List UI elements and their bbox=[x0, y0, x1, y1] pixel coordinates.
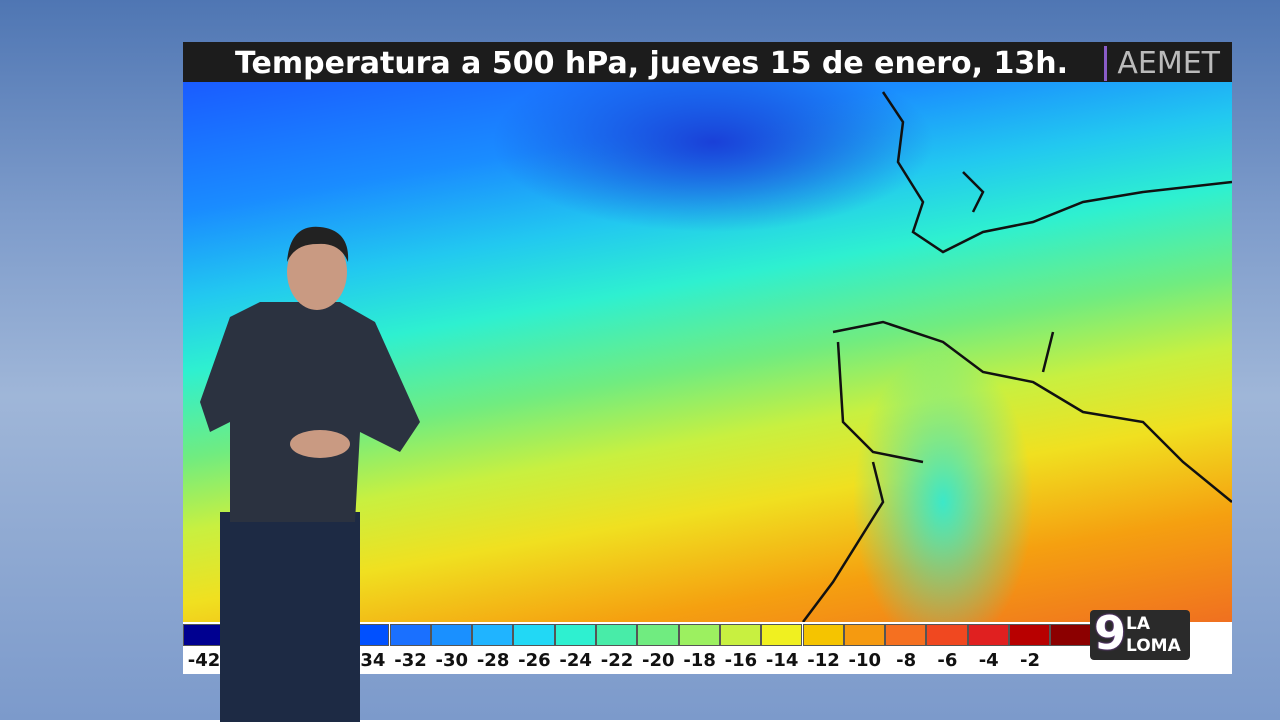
legend-label: -28 bbox=[476, 650, 510, 671]
legend-label: -12 bbox=[807, 650, 840, 671]
legend-swatch bbox=[513, 624, 555, 646]
coastlines bbox=[802, 91, 1232, 622]
source: AEMET bbox=[1104, 46, 1220, 81]
legend-swatch bbox=[719, 624, 762, 646]
legend-swatch bbox=[843, 624, 886, 646]
legend-swatch bbox=[1009, 624, 1051, 646]
logo-text: LA bbox=[1126, 614, 1150, 634]
title: Temperatura a 500 hPa, jueves 15 de ener… bbox=[235, 46, 1068, 81]
legend-label: -32 bbox=[394, 650, 427, 671]
logo-number: 9 bbox=[1094, 606, 1127, 660]
legend-label: -8 bbox=[896, 650, 917, 671]
legend-swatch bbox=[885, 624, 927, 646]
legend-label: -18 bbox=[683, 650, 716, 671]
legend-label: -20 bbox=[642, 650, 675, 671]
presenter bbox=[200, 226, 420, 722]
legend-label: -6 bbox=[937, 650, 958, 671]
legend-label: -2 bbox=[1020, 650, 1040, 671]
legend-swatch bbox=[389, 624, 431, 646]
legend-swatch bbox=[926, 624, 968, 646]
legend-swatch bbox=[1050, 624, 1092, 646]
legend-swatch bbox=[967, 624, 1009, 646]
legend-swatch bbox=[761, 624, 803, 646]
logo-text: LOMA bbox=[1126, 636, 1181, 656]
legend-label: -26 bbox=[518, 650, 551, 671]
legend-label: -42 bbox=[187, 650, 221, 671]
legend-label: -22 bbox=[600, 650, 634, 671]
legend-label: -4 bbox=[978, 650, 999, 671]
legend-swatch bbox=[637, 624, 679, 646]
legend-swatch bbox=[802, 624, 844, 646]
legend-label: -16 bbox=[724, 650, 758, 671]
title-bar: Temperatura a 500 hPa, jueves 15 de ener… bbox=[183, 42, 1232, 82]
legend-swatch bbox=[554, 624, 596, 646]
legend-swatch bbox=[430, 624, 473, 646]
legend-label: -14 bbox=[765, 650, 799, 671]
legend-swatch bbox=[596, 624, 638, 646]
legend-swatch bbox=[472, 624, 514, 646]
legend-label: -24 bbox=[559, 650, 592, 671]
legend-label: -34 bbox=[352, 650, 386, 671]
legend-swatch bbox=[678, 624, 720, 646]
legend-label: -10 bbox=[848, 650, 882, 671]
legend-label: -30 bbox=[435, 650, 469, 671]
channel-logo: 9 LA LOMA bbox=[1090, 606, 1190, 660]
